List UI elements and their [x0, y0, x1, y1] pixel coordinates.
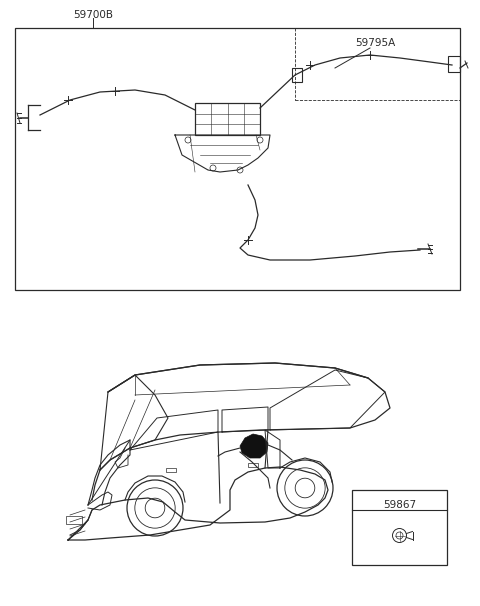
Bar — [448, 56, 460, 72]
Bar — [352, 490, 447, 565]
Bar — [166, 468, 176, 472]
Bar — [295, 28, 460, 100]
Bar — [66, 516, 82, 524]
Bar — [195, 103, 260, 135]
Polygon shape — [240, 434, 268, 458]
Bar — [248, 463, 258, 467]
Text: 59795A: 59795A — [355, 38, 395, 48]
Text: 59700B: 59700B — [73, 10, 113, 20]
Bar — [292, 68, 302, 82]
Text: 59867: 59867 — [383, 500, 416, 510]
Bar — [15, 28, 460, 290]
